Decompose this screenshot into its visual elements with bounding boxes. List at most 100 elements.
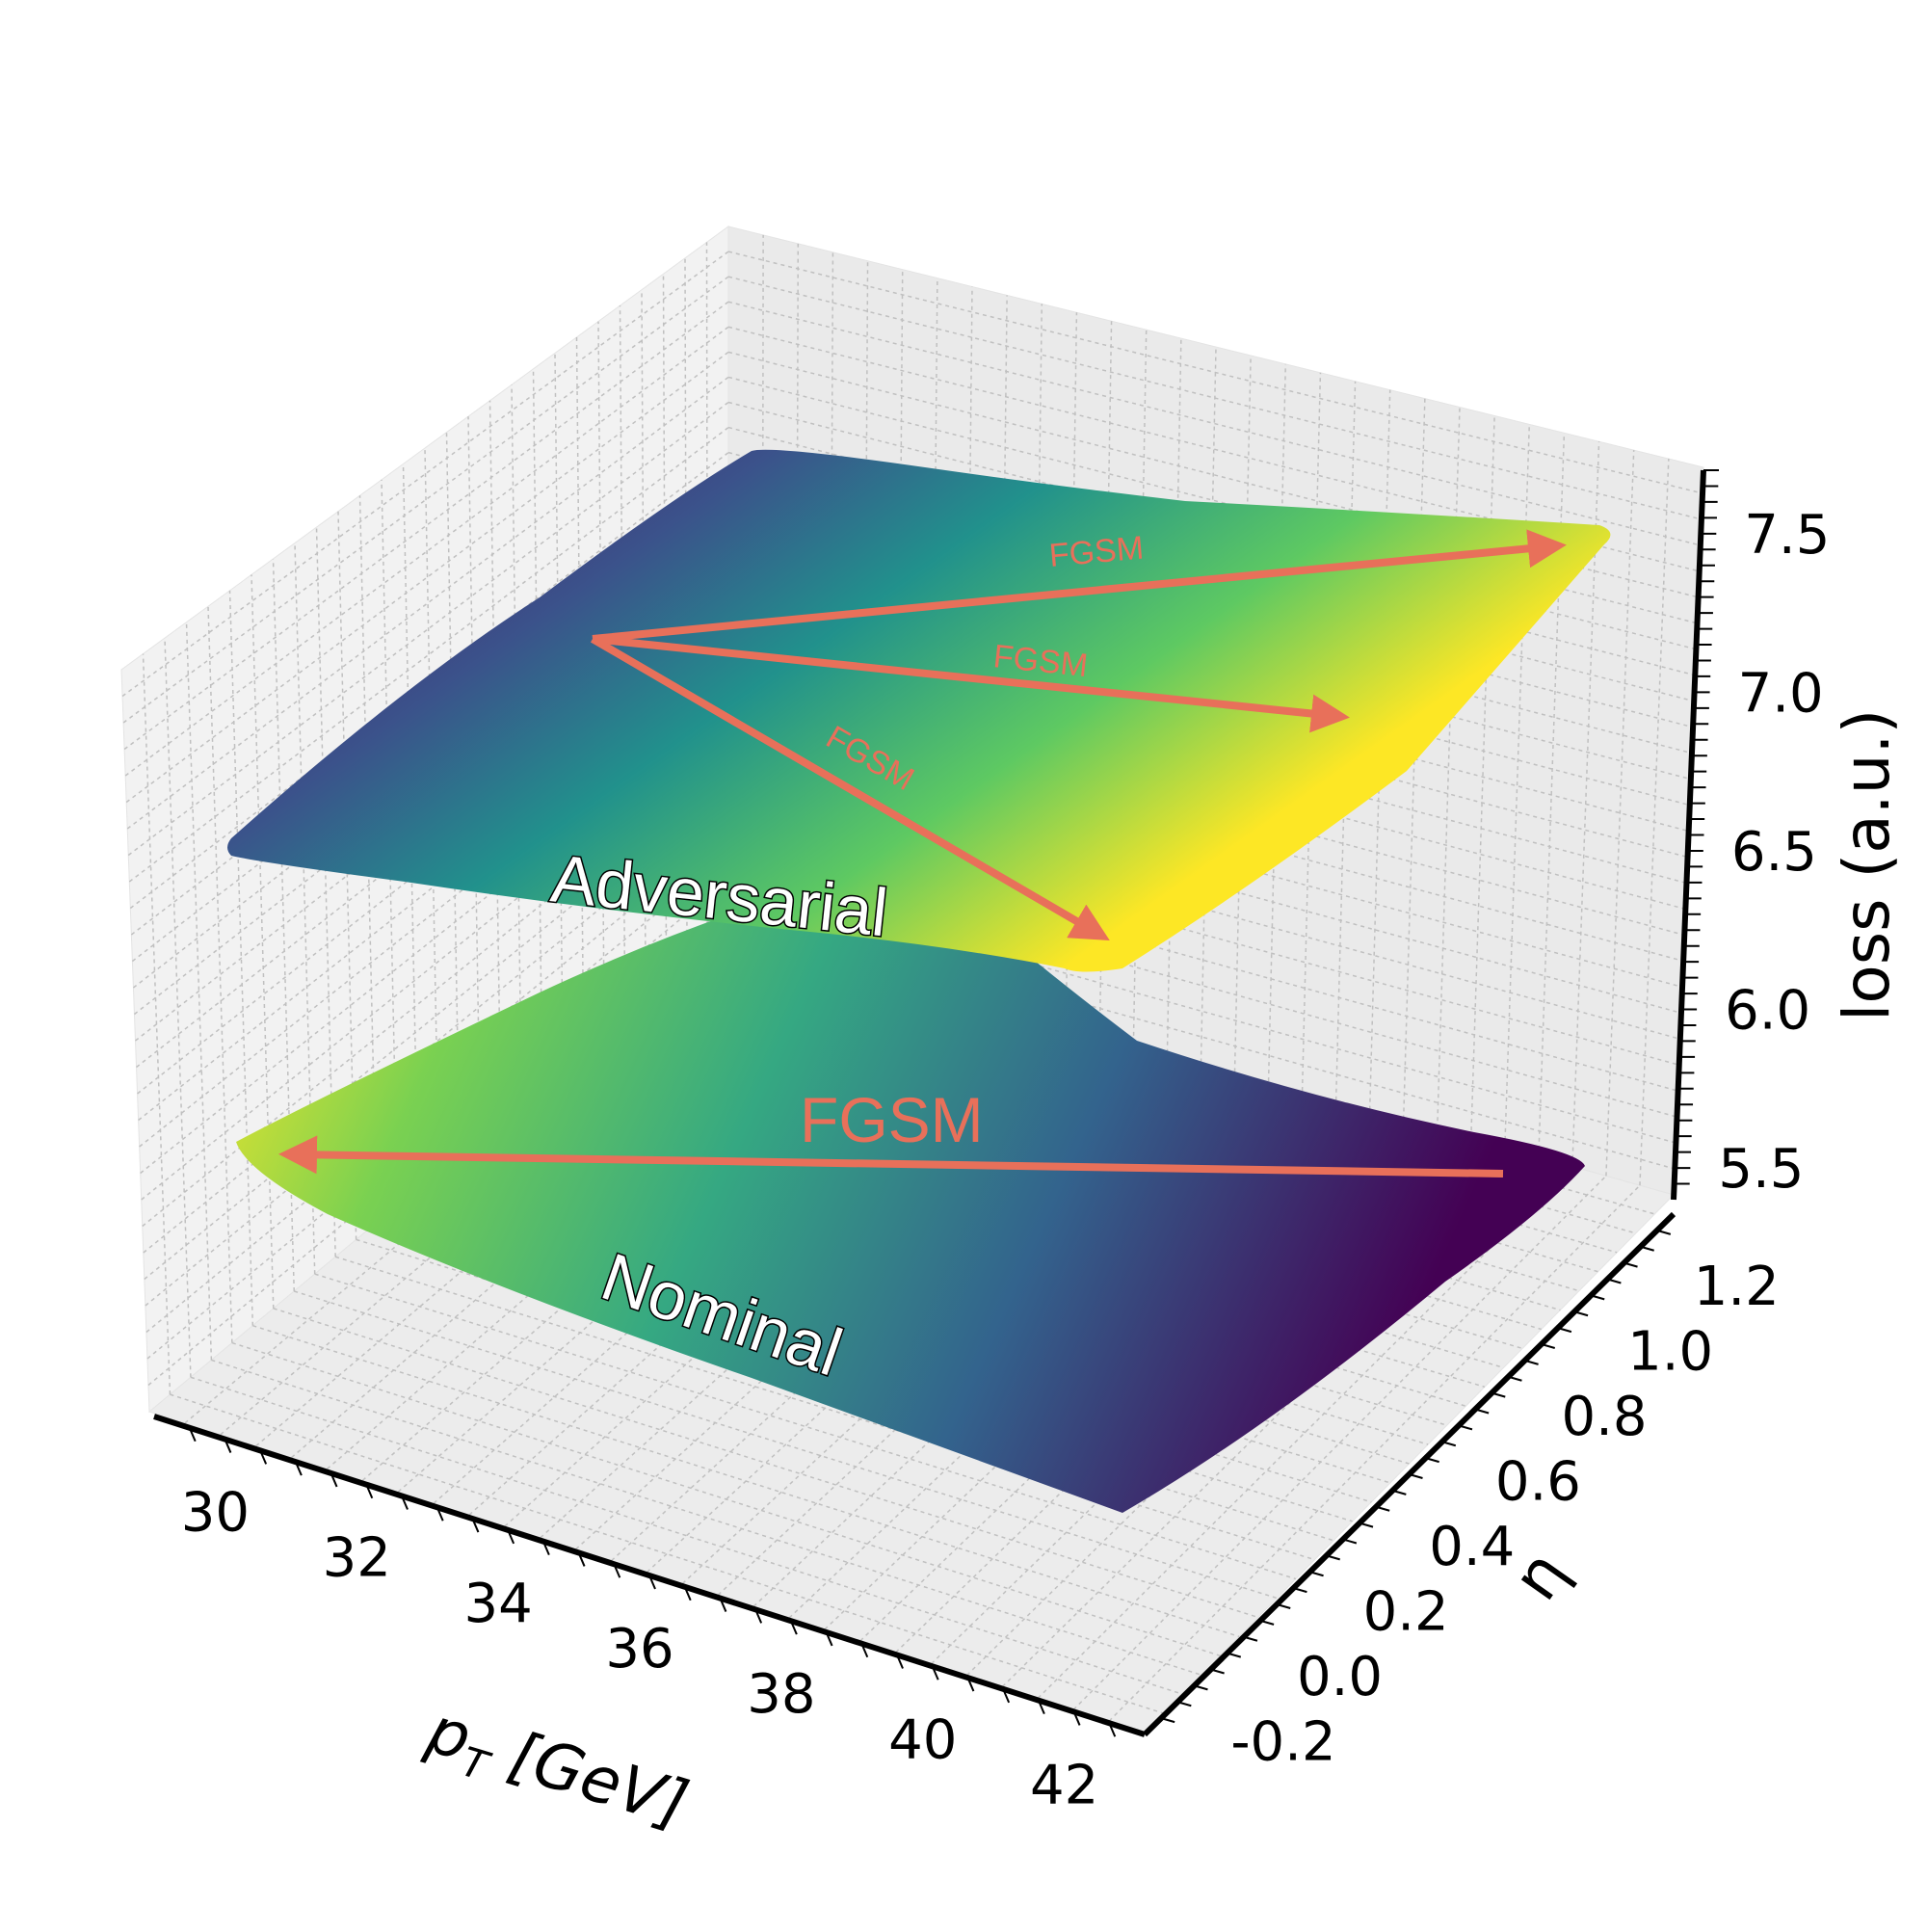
y-tick-label: 0.4 <box>1429 1516 1515 1578</box>
grid-line <box>1571 441 1600 1167</box>
y-tick <box>1392 1489 1407 1495</box>
x-tick <box>683 1586 692 1601</box>
grid-line <box>337 511 357 1240</box>
grid-line <box>1108 1184 1641 1722</box>
grid-line <box>124 326 729 777</box>
grid-line <box>294 543 316 1275</box>
x-tick <box>577 1552 586 1567</box>
grid-line <box>231 1341 1221 1657</box>
grid-line <box>314 1273 1297 1580</box>
x-tick <box>365 1484 374 1499</box>
grid-line <box>1639 459 1670 1186</box>
grid-line <box>122 276 729 724</box>
grid-line <box>1072 1175 1607 1710</box>
x-tick <box>789 1620 798 1635</box>
z-tick-label: 5.5 <box>1718 1138 1804 1201</box>
x-tick <box>966 1677 975 1692</box>
adversarial-surface <box>227 449 1611 972</box>
x-tick <box>294 1461 303 1476</box>
grid-line <box>127 401 729 857</box>
fgsm-arrow <box>592 529 1567 643</box>
z-tick-label: 7.5 <box>1744 504 1830 567</box>
x-tick <box>224 1439 232 1453</box>
y-tick <box>1342 1538 1358 1545</box>
x-tick-label: 30 <box>181 1482 250 1545</box>
y-tick <box>1557 1327 1572 1334</box>
y-tick <box>1359 1522 1374 1528</box>
x-axis-title-unit: [GeV] <box>482 1711 697 1841</box>
x-tick-label: 34 <box>464 1573 533 1635</box>
x-tick-label: 32 <box>323 1527 391 1590</box>
x-tick <box>188 1427 197 1442</box>
y-tick <box>1524 1359 1539 1365</box>
x-tick <box>1072 1711 1081 1726</box>
y-tick <box>1276 1603 1291 1609</box>
fgsm-arrow <box>278 1135 1504 1178</box>
x-tick <box>1002 1688 1011 1704</box>
y-tick <box>1326 1554 1340 1561</box>
x-tick <box>507 1529 515 1545</box>
x-tick <box>931 1665 939 1681</box>
z-axis-title: loss (a.u.) <box>1830 709 1904 1021</box>
grid-line <box>273 1308 1258 1619</box>
x-tick <box>1037 1700 1045 1715</box>
nominal-surface-patch <box>236 877 1585 1513</box>
x-tick <box>330 1472 338 1488</box>
y-tick <box>1590 1294 1605 1301</box>
y-tick <box>1227 1652 1242 1658</box>
y-tick <box>1194 1684 1208 1691</box>
x-tick <box>401 1495 409 1510</box>
z-tick-label: 6.0 <box>1725 980 1810 1043</box>
grid-line <box>145 854 729 1334</box>
y-tick <box>1573 1310 1589 1317</box>
y-tick-label: 1.2 <box>1694 1256 1780 1318</box>
x-tick <box>1108 1722 1117 1737</box>
grid-line <box>1605 450 1635 1177</box>
y-tick <box>1656 1229 1672 1235</box>
z-tick-label: 7.0 <box>1738 662 1824 725</box>
fgsm-arrow <box>592 635 1350 733</box>
x-tick-label: 42 <box>1030 1754 1098 1816</box>
y-tick <box>1293 1587 1307 1594</box>
grid-line <box>727 251 1703 494</box>
z-tick-label: 6.5 <box>1731 821 1817 884</box>
grid-line <box>294 1290 1278 1600</box>
y-tick <box>1474 1408 1490 1415</box>
y-tick <box>1375 1505 1390 1512</box>
x-tick <box>896 1654 904 1669</box>
x-tick <box>719 1598 727 1612</box>
y-tick-label: 0.8 <box>1561 1386 1647 1448</box>
y-tick <box>1441 1441 1457 1447</box>
x-tick-label: 36 <box>605 1618 673 1681</box>
y-tick <box>1508 1375 1522 1382</box>
grid-line <box>126 376 729 830</box>
grid-line <box>727 301 1701 546</box>
y-tick <box>1160 1717 1175 1724</box>
y-tick <box>1177 1701 1192 1707</box>
y-tick-label: 1.0 <box>1627 1320 1713 1383</box>
x-tick <box>613 1563 621 1578</box>
adversarial-surface-patch <box>227 449 1611 972</box>
x-tick <box>541 1541 550 1556</box>
y-tick <box>1309 1571 1324 1577</box>
x-tick <box>754 1608 763 1624</box>
grid-line <box>727 276 1702 520</box>
y-tick <box>1458 1424 1473 1431</box>
x-tick-label: 38 <box>747 1663 815 1726</box>
y-tick <box>1259 1619 1275 1626</box>
grid-line <box>251 574 275 1309</box>
fgsm-arrow-label: FGSM <box>800 1084 984 1155</box>
y-tick <box>1409 1473 1423 1479</box>
y-tick <box>1491 1391 1506 1398</box>
y-tick <box>1425 1457 1439 1464</box>
x-tick <box>436 1506 444 1522</box>
y-tick <box>1640 1245 1654 1252</box>
x-tick <box>259 1449 268 1465</box>
y-tick <box>1541 1343 1556 1349</box>
y-tick <box>1243 1635 1258 1642</box>
x-tick <box>471 1518 480 1533</box>
grid-line <box>424 447 440 1172</box>
tick-marks <box>188 469 1719 1737</box>
